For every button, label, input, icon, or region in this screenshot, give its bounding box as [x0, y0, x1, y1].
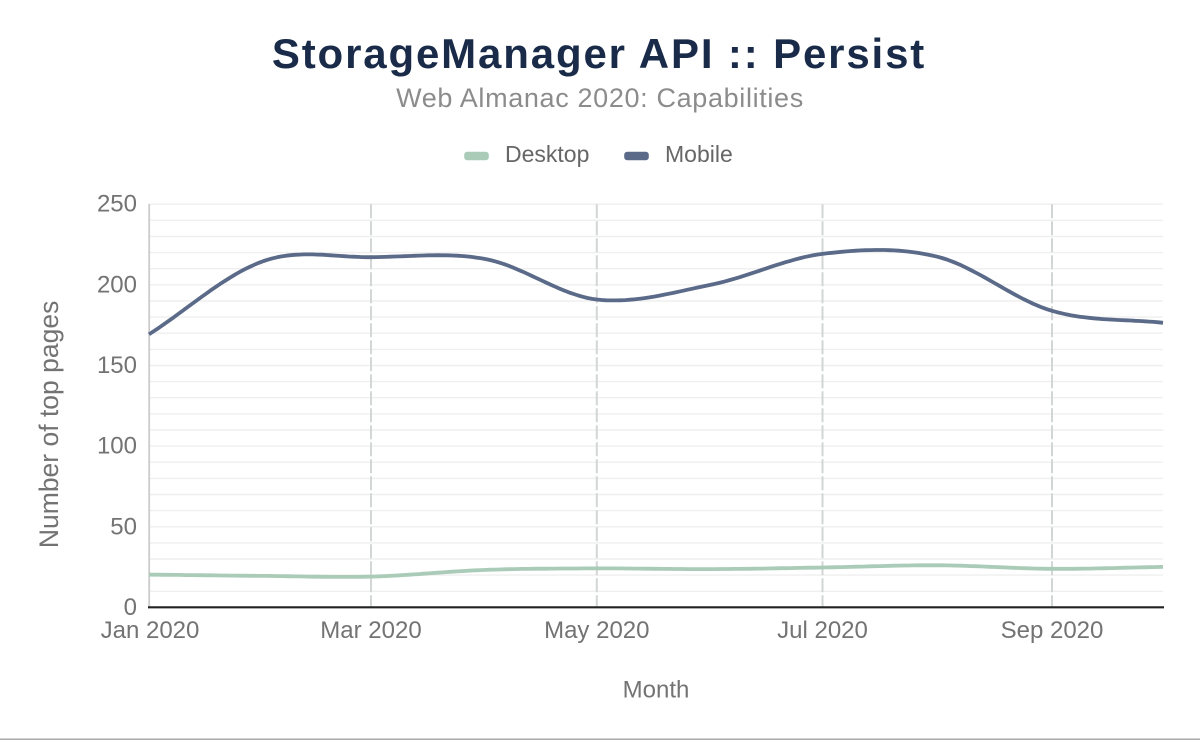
svg-text:Month: Month: [623, 677, 690, 704]
svg-text:50: 50: [110, 513, 137, 540]
svg-text:StorageManager API :: Persist: StorageManager API :: Persist: [272, 30, 926, 77]
svg-text:Jan 2020: Jan 2020: [101, 617, 200, 644]
svg-text:Web Almanac 2020: Capabilities: Web Almanac 2020: Capabilities: [396, 83, 804, 113]
svg-text:May 2020: May 2020: [544, 617, 649, 644]
svg-text:Number of top pages: Number of top pages: [34, 301, 64, 548]
svg-text:Mar 2020: Mar 2020: [320, 617, 421, 644]
svg-text:250: 250: [97, 191, 137, 218]
svg-text:Sep 2020: Sep 2020: [1001, 617, 1104, 644]
svg-text:Mobile: Mobile: [665, 141, 733, 167]
svg-text:150: 150: [97, 352, 137, 379]
svg-text:Jul 2020: Jul 2020: [777, 617, 868, 644]
svg-text:Desktop: Desktop: [505, 141, 589, 167]
svg-text:0: 0: [124, 594, 137, 621]
svg-text:100: 100: [97, 433, 137, 460]
svg-text:200: 200: [97, 271, 137, 298]
